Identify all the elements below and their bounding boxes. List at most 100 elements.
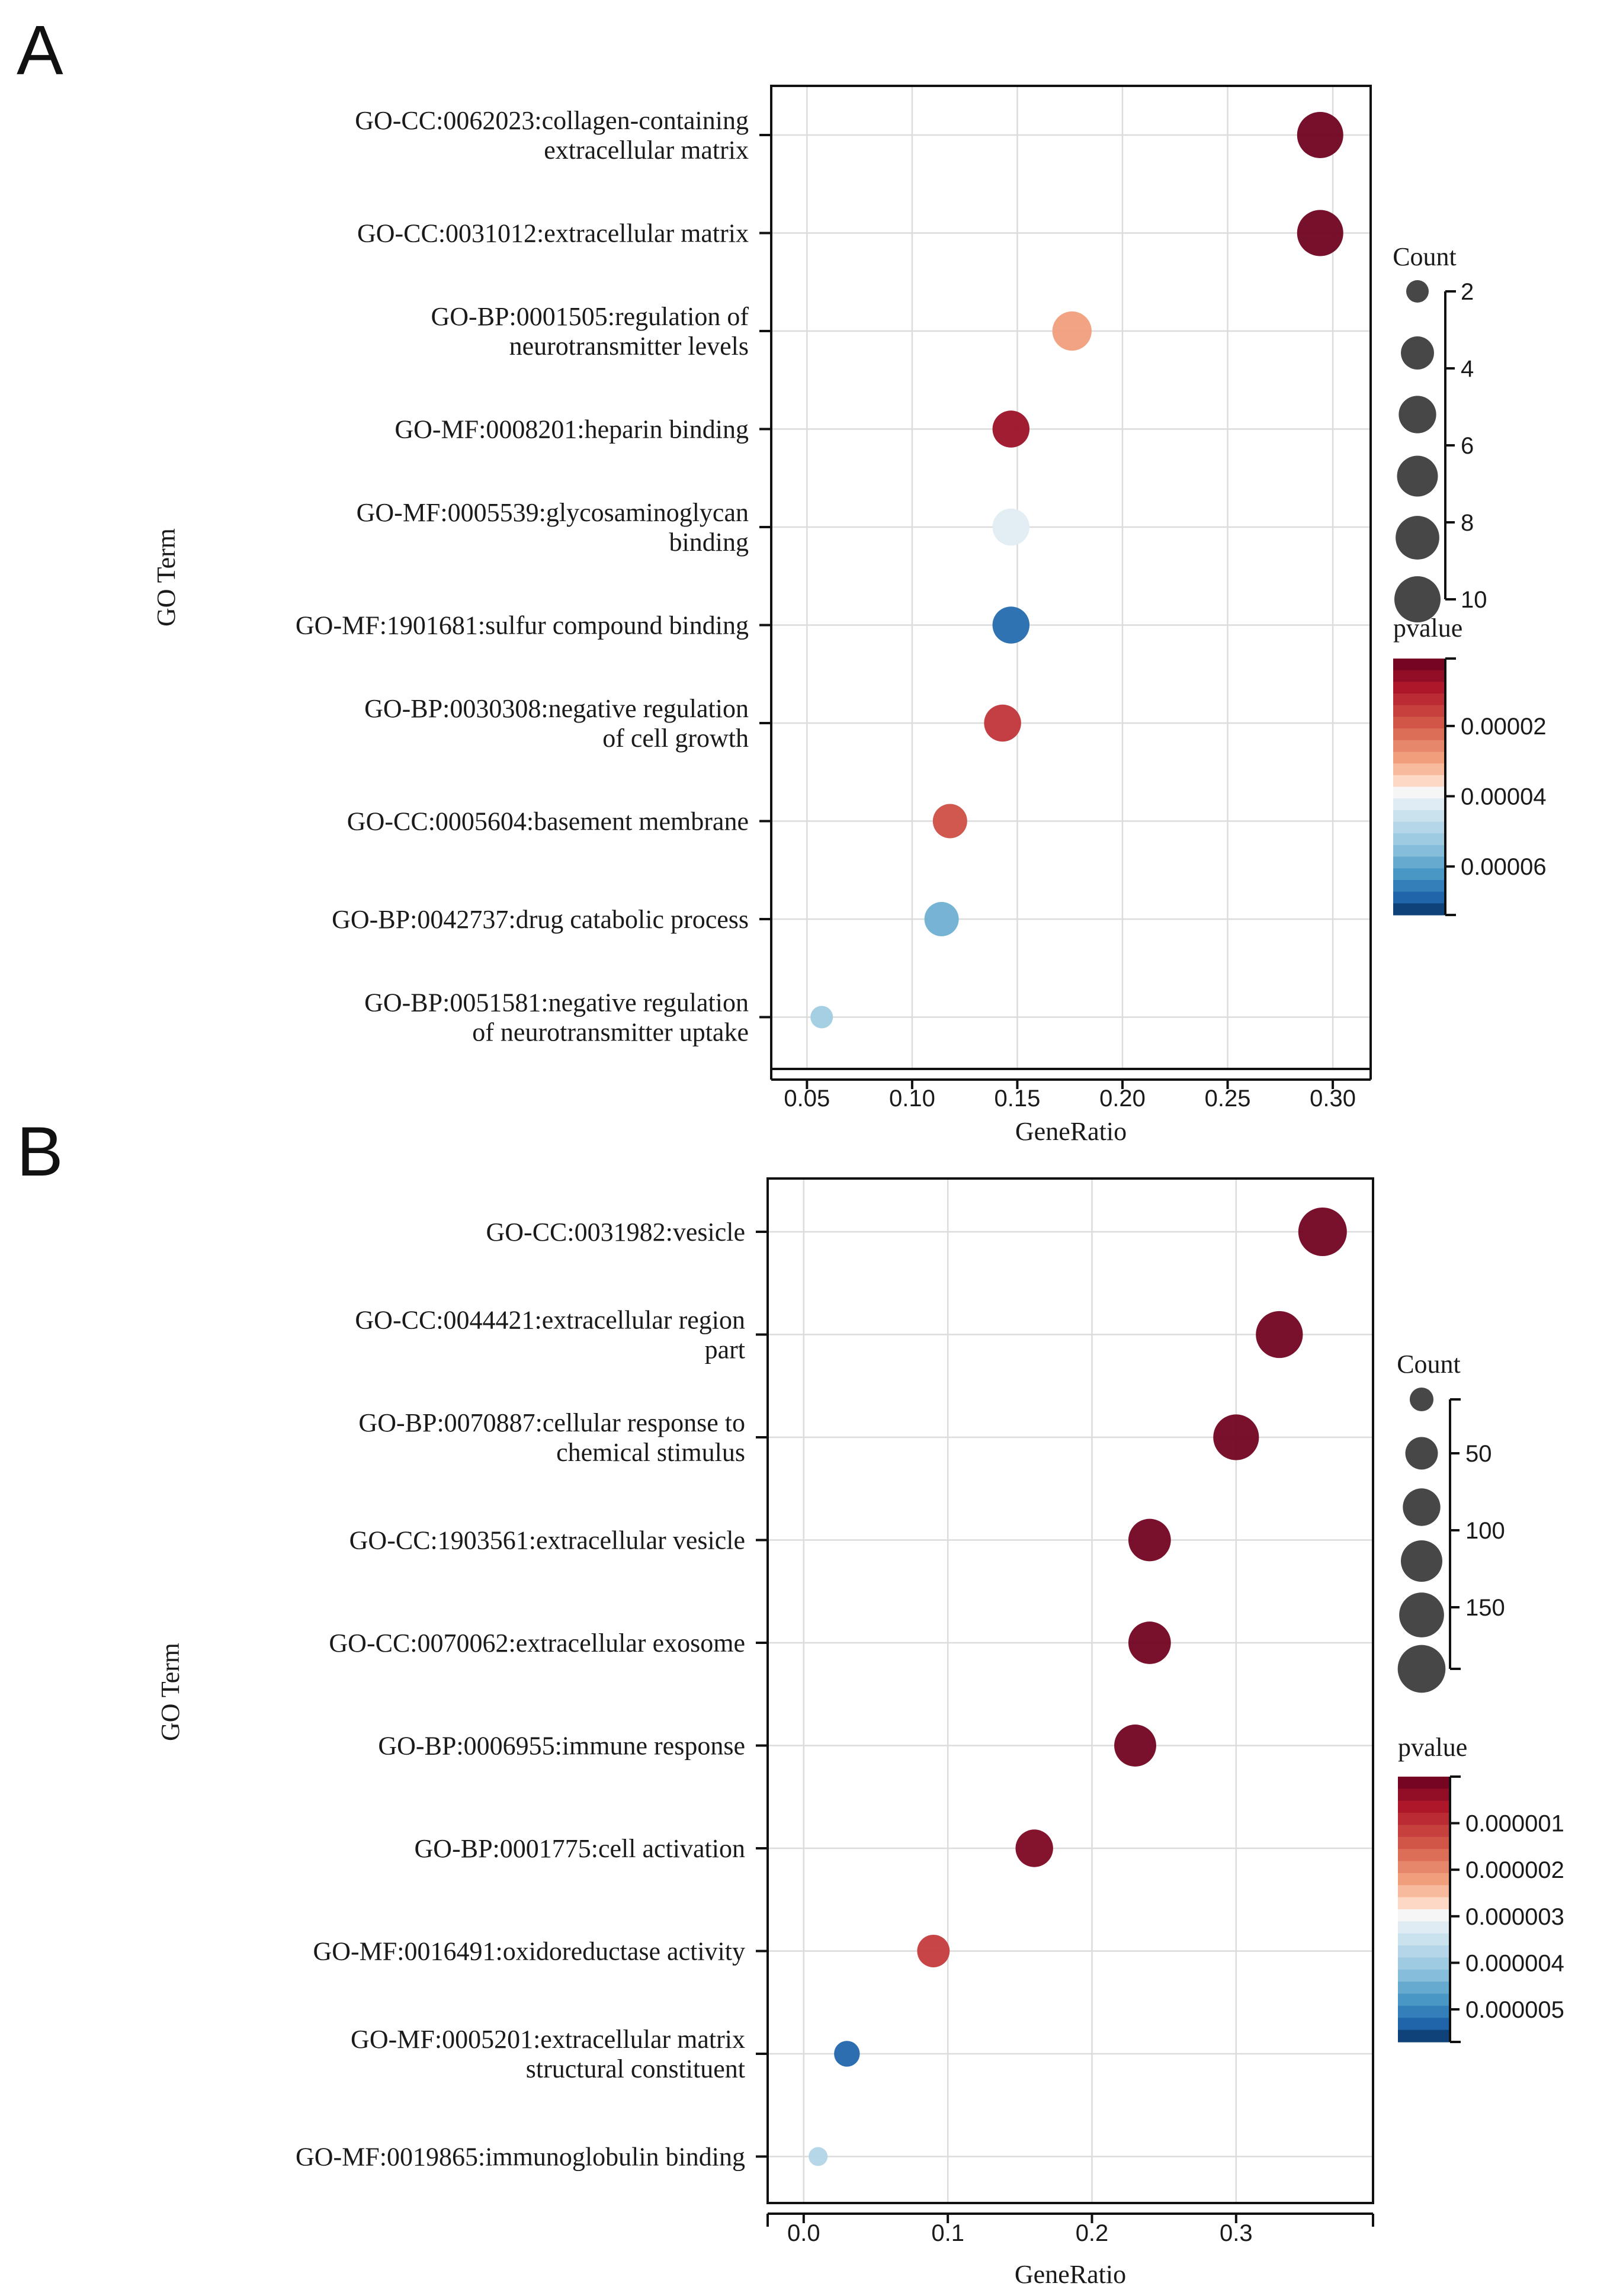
size-legend-circle [1400,1540,1443,1582]
go-term-label: GO-BP:0042737:drug catabolic process [332,905,749,934]
size-legend-circle [1397,1645,1446,1693]
go-term-label: GO-MF:0005539:glycosaminoglycan [357,498,749,527]
go-term-label: GO-BP:0030308:negative regulation [364,694,749,723]
colorbar-label: 0.00002 [1461,714,1547,740]
colorbar-segment [1393,775,1445,788]
colorbar-segment [1398,1873,1450,1886]
go-term-label: GO-MF:1901681:sulfur compound binding [296,611,749,640]
colorbar-segment [1393,659,1445,671]
colorbar-segment [1393,693,1445,706]
size-legend-circle [1406,280,1429,303]
colorbar-segment [1398,2018,1450,2031]
size-legend-title: Count [1397,1350,1461,1379]
size-legend-circle [1409,1387,1434,1412]
colorbar-segment [1398,1849,1450,1862]
data-point [992,606,1030,644]
x-tick-label: 0.2 [1076,2220,1109,2246]
colorbar-segment [1393,844,1445,858]
colorbar-segment [1393,868,1445,881]
colorbar-segment [1398,2005,1450,2018]
colorbar-segment [1398,1800,1450,1813]
colorbar-segment [1393,856,1445,869]
colorbar-segment [1393,763,1445,776]
size-legend-label: 8 [1461,510,1474,536]
go-term-label: GO-MF:0016491:oxidoreductase activity [313,1937,745,1966]
colorbar-segment [1398,1909,1450,1922]
go-term-label: GO-BP:0001775:cell activation [415,1834,745,1863]
data-point [810,1006,833,1029]
colorbar-segment [1398,1897,1450,1910]
data-point [1298,1208,1347,1256]
colorbar-segment [1398,1957,1450,1970]
color-legend-title: pvalue [1398,1733,1467,1762]
data-point [992,410,1030,448]
x-axis-title: GeneRatio [1015,1117,1127,1146]
size-legend-circle [1398,396,1436,433]
size-legend-label: 150 [1465,1595,1505,1621]
colorbar-segment [1393,821,1445,834]
go-term-label: chemical stimulus [556,1438,745,1467]
go-term-label: extracellular matrix [544,136,749,165]
x-tick-label: 0.25 [1205,1086,1251,1112]
colorbar-segment [1393,740,1445,753]
x-axis-title: GeneRatio [1015,2260,1126,2289]
colorbar-segment [1398,1777,1450,1789]
go-term-label: GO-MF:0019865:immunoglobulin binding [296,2143,745,2172]
data-point [1128,1518,1171,1562]
data-point [1015,1829,1053,1867]
go-term-label: GO-BP:0051581:negative regulation [364,988,749,1017]
colorbar-segment [1398,1885,1450,1898]
data-point [984,704,1021,742]
go-term-label: GO-CC:0070062:extracellular exosome [329,1629,745,1658]
go-term-label: of neurotransmitter uptake [472,1018,749,1047]
data-point [1128,1621,1171,1664]
colorbar-segment [1393,810,1445,823]
go-term-label: GO-CC:0031012:extracellular matrix [357,219,749,248]
size-legend-label: 2 [1461,279,1474,305]
data-point [834,2041,860,2067]
x-tick-label: 0.15 [995,1086,1041,1112]
data-point [932,804,967,839]
colorbar-label: 0.000001 [1465,1811,1564,1837]
colorbar-segment [1393,670,1445,682]
data-point [1213,1414,1259,1460]
go-term-label: GO-CC:0005604:basement membrane [347,807,749,836]
size-legend-circle [1396,516,1439,560]
colorbar-segment [1393,833,1445,846]
data-point [917,1935,950,1967]
size-legend-label: 4 [1461,356,1474,382]
y-axis-title: GO Term [152,528,181,627]
go-term-label: GO-BP:0006955:immune response [378,1732,745,1761]
data-point [1297,112,1343,158]
color-legend-title: pvalue [1393,614,1462,643]
size-legend-circle [1403,1488,1441,1526]
go-term-label: of cell growth [602,724,749,753]
colorbar-segment [1398,1836,1450,1849]
panel-letter: A [17,11,63,89]
colorbar-segment [1398,1933,1450,1946]
data-point [1114,1725,1156,1767]
size-legend-circle [1399,1592,1444,1637]
x-tick-label: 0.3 [1220,2220,1253,2246]
colorbar-segment [1398,1945,1450,1958]
colorbar-label: 0.000003 [1465,1904,1564,1930]
size-legend-label: 50 [1465,1441,1492,1467]
go-term-label: GO-BP:0070887:cellular response to [358,1408,745,1437]
size-legend-title: Count [1393,242,1457,271]
go-term-label: GO-CC:0031982:vesicle [486,1218,745,1247]
x-tick-label: 0.20 [1099,1086,1146,1112]
go-term-label: GO-MF:0005201:extracellular matrix [351,2025,745,2054]
panel-b-dot-plot: B 0.0 0.1 0.2 0.3 GeneRatio GO Term GO-CC:00319… [17,1113,1564,2289]
size-legend-label: 10 [1461,587,1487,613]
plot-frame [770,85,1372,1070]
colorbar-segment [1393,798,1445,811]
size-legend-circle [1394,576,1441,622]
plot-frame [766,1177,1374,2204]
colorbar-segment [1398,1969,1450,1982]
data-point [924,902,959,936]
colorbar-segment [1393,728,1445,741]
x-tick-label: 0.05 [784,1086,830,1112]
colorbar-label: 0.000005 [1465,1997,1564,2023]
colorbar-segment [1393,682,1445,694]
